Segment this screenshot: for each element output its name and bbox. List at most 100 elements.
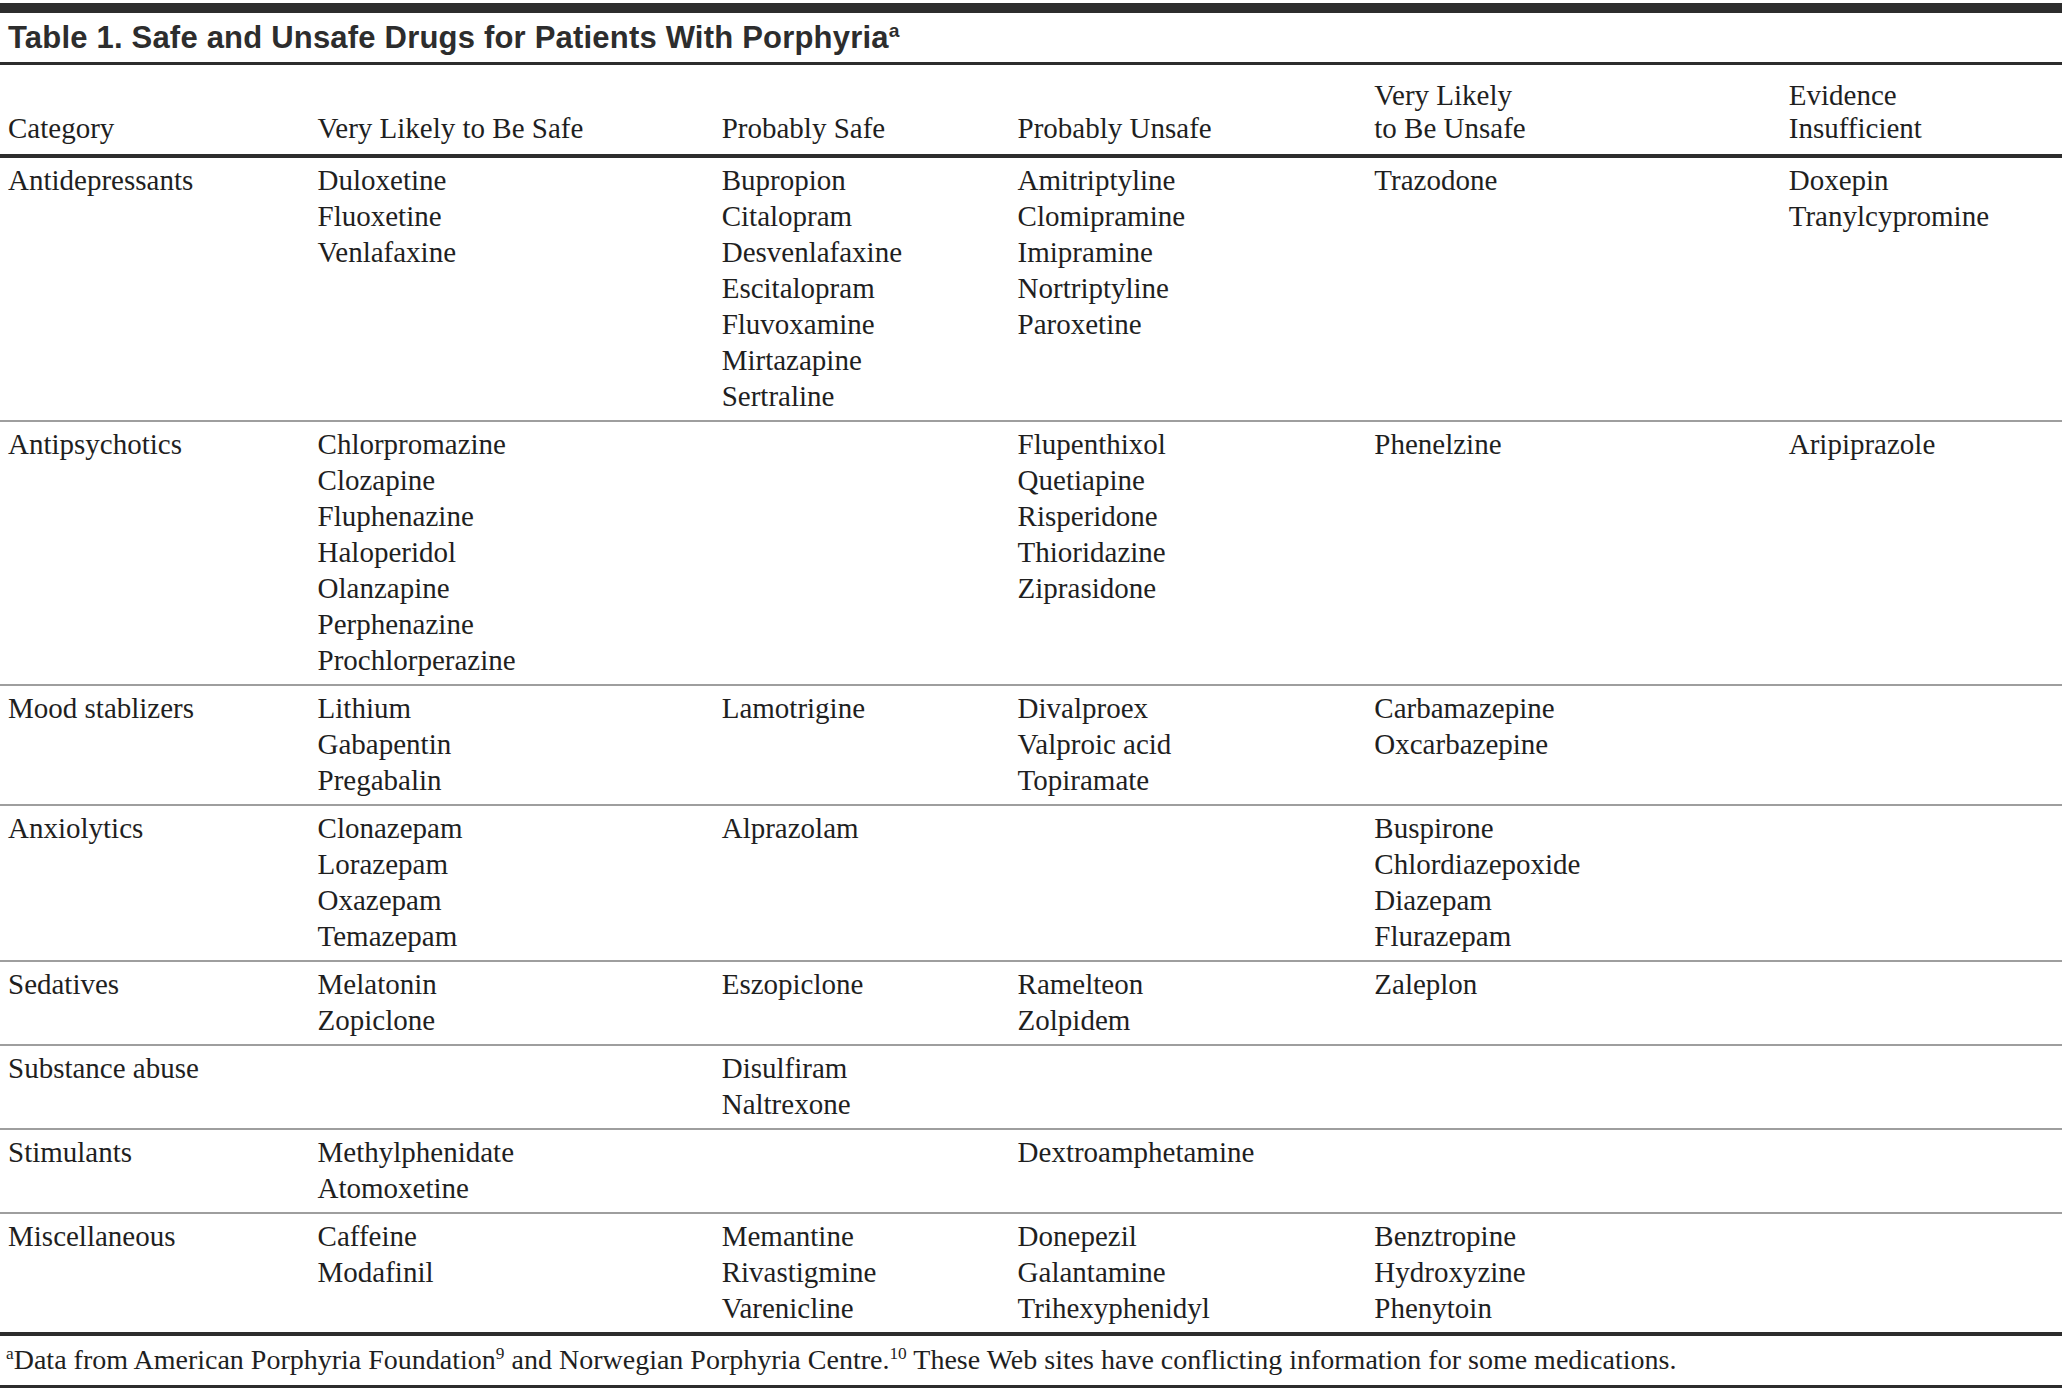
very-likely-safe-cell: DuloxetineFluoxetineVenlafaxine — [318, 156, 722, 421]
drug-name: Naltrexone — [722, 1086, 1008, 1122]
table-row: AntipsychoticsChlorpromazineClozapineFlu… — [0, 421, 2062, 685]
drug-name: Tranylcypromine — [1789, 198, 2052, 234]
column-header-probably-safe: Probably Safe — [722, 65, 1018, 156]
drug-name: Benztropine — [1374, 1218, 1778, 1254]
drug-name: Bupropion — [722, 162, 1008, 198]
probably-unsafe-cell: DonepezilGalantamineTrihexyphenidyl — [1018, 1213, 1375, 1334]
drug-name: Rivastigmine — [722, 1254, 1008, 1290]
very-likely-unsafe-cell: CarbamazepineOxcarbazepine — [1374, 685, 1788, 805]
drug-name: Citalopram — [722, 198, 1008, 234]
drug-name: Carbamazepine — [1374, 690, 1778, 726]
evidence-insufficient-cell: Aripiprazole — [1789, 421, 2062, 685]
drug-name: Eszopiclone — [722, 966, 1008, 1002]
probably-safe-cell — [722, 421, 1018, 685]
drug-name: Flurazepam — [1374, 918, 1778, 954]
table-title: Table 1. Safe and Unsafe Drugs for Patie… — [8, 19, 2062, 57]
drug-name: Fluoxetine — [318, 198, 712, 234]
very-likely-unsafe-cell: Phenelzine — [1374, 421, 1788, 685]
table-row: Substance abuse DisulfiramNaltrexone — [0, 1045, 2062, 1129]
drug-name: Quetiapine — [1018, 462, 1365, 498]
very-likely-safe-cell: MethylphenidateAtomoxetine — [318, 1129, 722, 1213]
evidence-insufficient-cell: DoxepinTranylcypromine — [1789, 156, 2062, 421]
drug-name: Thioridazine — [1018, 534, 1365, 570]
drug-name: Desvenlafaxine — [722, 234, 1008, 270]
drug-name: Chlordiazepoxide — [1374, 846, 1778, 882]
very-likely-unsafe-cell: Zaleplon — [1374, 961, 1788, 1045]
probably-safe-cell: DisulfiramNaltrexone — [722, 1045, 1018, 1129]
evidence-insufficient-cell — [1789, 1213, 2062, 1334]
drug-name: Varenicline — [722, 1290, 1008, 1326]
drug-name: Pregabalin — [318, 762, 712, 798]
drug-name: Venlafaxine — [318, 234, 712, 270]
very-likely-unsafe-cell: BuspironeChlordiazepoxideDiazepamFluraze… — [1374, 805, 1788, 961]
drug-name: Doxepin — [1789, 162, 2052, 198]
paper-table-page: Table 1. Safe and Unsafe Drugs for Patie… — [0, 0, 2062, 1399]
drug-name: Ziprasidone — [1018, 570, 1365, 606]
drug-name: Fluvoxamine — [722, 306, 1008, 342]
drug-name: Donepezil — [1018, 1218, 1365, 1254]
drug-name: Chlorpromazine — [318, 426, 712, 462]
column-header-label: Probably Safe — [722, 112, 1008, 145]
drug-name: Temazepam — [318, 918, 712, 954]
category-label: Mood stablizers — [8, 690, 308, 726]
footnote-superscript: 10 — [889, 1344, 906, 1363]
category-cell: Antipsychotics — [0, 421, 318, 685]
column-header-label: Probably Unsafe — [1018, 112, 1365, 145]
drug-name: Clomipramine — [1018, 198, 1365, 234]
probably-safe-cell: Alprazolam — [722, 805, 1018, 961]
column-header-label: Evidence — [1789, 79, 2052, 112]
table-title-text: Table 1. Safe and Unsafe Drugs for Patie… — [8, 20, 889, 55]
category-cell: Stimulants — [0, 1129, 318, 1213]
drug-name: Atomoxetine — [318, 1170, 712, 1206]
drug-name: Modafinil — [318, 1254, 712, 1290]
drug-name: Olanzapine — [318, 570, 712, 606]
drug-name: Clozapine — [318, 462, 712, 498]
very-likely-unsafe-cell — [1374, 1045, 1788, 1129]
very-likely-safe-cell: MelatoninZopiclone — [318, 961, 722, 1045]
drug-name: Topiramate — [1018, 762, 1365, 798]
drug-name: Disulfiram — [722, 1050, 1008, 1086]
drug-name: Zolpidem — [1018, 1002, 1365, 1038]
very-likely-safe-cell: ChlorpromazineClozapineFluphenazineHalop… — [318, 421, 722, 685]
drug-name: Zopiclone — [318, 1002, 712, 1038]
footnote-superscript: 9 — [496, 1344, 505, 1363]
category-label: Sedatives — [8, 966, 308, 1002]
table-row: AnxiolyticsClonazepamLorazepamOxazepamTe… — [0, 805, 2062, 961]
column-header-probably-unsafe: Probably Unsafe — [1018, 65, 1375, 156]
drug-name: Nortriptyline — [1018, 270, 1365, 306]
column-header-label: Very Likely to Be Safe — [318, 112, 712, 145]
drug-name: Buspirone — [1374, 810, 1778, 846]
drug-name: Clonazepam — [318, 810, 712, 846]
column-header-label: Very Likely — [1374, 79, 1778, 112]
drug-name: Hydroxyzine — [1374, 1254, 1778, 1290]
drug-name: Trihexyphenidyl — [1018, 1290, 1365, 1326]
probably-unsafe-cell: DivalproexValproic acidTopiramate — [1018, 685, 1375, 805]
table-title-block: Table 1. Safe and Unsafe Drugs for Patie… — [0, 13, 2062, 65]
column-header-label: Insufficient — [1789, 112, 2052, 145]
drug-name: Escitalopram — [722, 270, 1008, 306]
drug-name: Risperidone — [1018, 498, 1365, 534]
drug-name: Imipramine — [1018, 234, 1365, 270]
drug-name: Diazepam — [1374, 882, 1778, 918]
drug-name: Oxazepam — [318, 882, 712, 918]
category-cell: Substance abuse — [0, 1045, 318, 1129]
drug-name: Methylphenidate — [318, 1134, 712, 1170]
category-label: Miscellaneous — [8, 1218, 308, 1254]
very-likely-unsafe-cell — [1374, 1129, 1788, 1213]
drug-name: Trazodone — [1374, 162, 1778, 198]
probably-unsafe-cell: FlupenthixolQuetiapineRisperidoneThiorid… — [1018, 421, 1375, 685]
evidence-insufficient-cell — [1789, 1129, 2062, 1213]
probably-safe-cell: MemantineRivastigmineVarenicline — [722, 1213, 1018, 1334]
drug-name: Mirtazapine — [722, 342, 1008, 378]
drug-name: Lithium — [318, 690, 712, 726]
drug-name: Galantamine — [1018, 1254, 1365, 1290]
very-likely-safe-cell — [318, 1045, 722, 1129]
drug-name: Sertraline — [722, 378, 1008, 414]
column-header-evidence-insufficient: EvidenceInsufficient — [1789, 65, 2062, 156]
column-header-label: Category — [8, 112, 308, 145]
category-cell: Antidepressants — [0, 156, 318, 421]
drug-name: Fluphenazine — [318, 498, 712, 534]
column-header-label: to Be Unsafe — [1374, 112, 1778, 145]
drug-name: Memantine — [722, 1218, 1008, 1254]
very-likely-safe-cell: CaffeineModafinil — [318, 1213, 722, 1334]
